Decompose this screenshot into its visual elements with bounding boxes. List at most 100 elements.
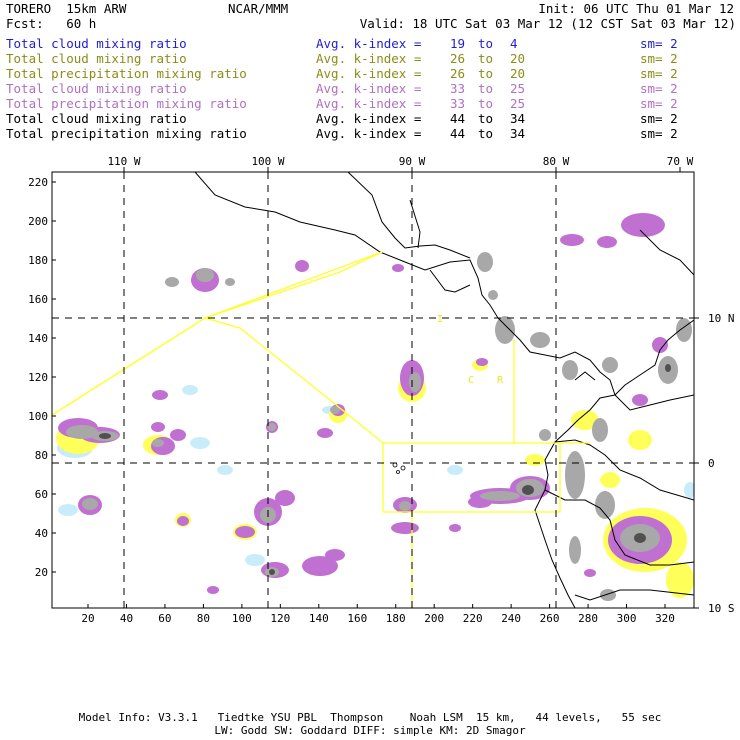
region-letter: I <box>437 314 443 325</box>
legend-from-value: 33 <box>450 81 466 96</box>
legend-from-value: 44 <box>450 126 466 141</box>
x-grid-tick-label: 120 <box>270 612 290 625</box>
gray-patches <box>66 252 692 601</box>
legend-to-word: to <box>478 126 494 141</box>
y-grid-tick-label: 60 <box>35 488 48 501</box>
x-grid-tick-label: 40 <box>120 612 133 625</box>
legend-to-word: to <box>478 111 494 126</box>
legend-to-value: 34 <box>510 111 526 126</box>
x-grid-tick-label: 100 <box>232 612 252 625</box>
axis-labels: 20 40 60 80 100 120 140 160 180 200 220 240 260 280 30… <box>28 155 734 625</box>
x-grid-tick-label: 280 <box>578 612 598 625</box>
legend-smoothing: sm= 2 <box>640 96 678 111</box>
y-grid-tick-label: 140 <box>28 332 48 345</box>
x-grid-tick-label: 300 <box>617 612 637 625</box>
lat-label: 10 N <box>708 312 735 325</box>
region-letter: C <box>468 375 474 386</box>
y-grid-tick-label: 180 <box>28 254 48 267</box>
legend-to-word: to <box>478 81 494 96</box>
forecast-hour: Fcst: 60 h <box>6 16 97 31</box>
islands <box>392 462 406 474</box>
coastlines <box>194 172 694 608</box>
legend-from-value: 26 <box>450 66 466 81</box>
dark-cores <box>99 364 671 575</box>
lat-label: 0 <box>708 457 715 470</box>
legend-index-label: Avg. k-index = <box>316 96 422 111</box>
x-grid-tick-label: 160 <box>347 612 367 625</box>
legend-smoothing: sm= 2 <box>640 81 678 96</box>
legend-smoothing: sm= 2 <box>640 51 678 66</box>
legend-field: Total cloud mixing ratio <box>6 111 187 126</box>
y-grid-tick-label: 80 <box>35 449 48 462</box>
lon-label: 80 W <box>543 155 570 168</box>
lon-label: 70 W <box>667 155 694 168</box>
gridlines <box>52 172 694 608</box>
legend-smoothing: sm= 2 <box>640 126 678 141</box>
legend-field: Total cloud mixing ratio <box>6 81 187 96</box>
y-grid-tick-label: 220 <box>28 176 48 189</box>
legend-index-label: Avg. k-index = <box>316 81 422 96</box>
lon-label: 100 W <box>251 155 284 168</box>
legend-to-value: 20 <box>510 66 526 81</box>
legend-index-label: Avg. k-index = <box>316 66 422 81</box>
legend-index-label: Avg. k-index = <box>316 111 422 126</box>
legend-from-value: 26 <box>450 51 466 66</box>
init-time: Init: 06 UTC Thu 01 Mar 12 <box>538 1 734 16</box>
legend-field: Total cloud mixing ratio <box>6 36 187 51</box>
legend-from-value: 44 <box>450 111 466 126</box>
x-grid-tick-label: 20 <box>81 612 94 625</box>
region-letter: R <box>497 375 504 386</box>
lon-label: 110 W <box>107 155 140 168</box>
legend-to-value: 25 <box>510 96 526 111</box>
model-info-line1: Model Info: V3.3.1 Tiedtke YSU PBL Thomp… <box>78 711 662 724</box>
legend-from-value: 33 <box>450 96 466 111</box>
legend-to-word: to <box>478 36 494 51</box>
legend-field: Total precipitation mixing ratio <box>6 96 247 111</box>
y-grid-tick-label: 160 <box>28 293 48 306</box>
x-grid-tick-label: 180 <box>386 612 406 625</box>
legend-index-label: Avg. k-index = <box>316 36 422 51</box>
legend-index-label: Avg. k-index = <box>316 51 422 66</box>
legend-to-word: to <box>478 51 494 66</box>
legend-field: Total cloud mixing ratio <box>6 51 187 66</box>
purple-patches <box>58 213 672 594</box>
lat-label: 10 S <box>708 602 735 615</box>
low-cloud-patches <box>57 385 694 566</box>
legend-field: Total precipitation mixing ratio <box>6 126 247 141</box>
model-name: TORERO 15km ARW <box>6 1 127 16</box>
cloud-field <box>52 172 694 608</box>
legend-smoothing: sm= 2 <box>640 66 678 81</box>
model-info-line2: LW: Godd SW: Goddard DIFF: simple KM: 2D… <box>214 724 526 737</box>
legend-from-value: 19 <box>450 36 466 51</box>
legend-smoothing: sm= 2 <box>640 111 678 126</box>
valid-time: Valid: 18 UTC Sat 03 Mar 12 (12 CST Sat … <box>359 16 736 31</box>
legend-to-value: 20 <box>510 51 526 66</box>
domain-boundaries <box>52 251 590 608</box>
x-grid-tick-label: 260 <box>540 612 560 625</box>
y-grid-tick-label: 20 <box>35 566 48 579</box>
legend-to-value: 34 <box>510 126 526 141</box>
plot-frame <box>51 171 695 609</box>
y-grid-tick-label: 100 <box>28 410 48 423</box>
lon-label: 90 W <box>399 155 426 168</box>
x-grid-tick-label: 60 <box>158 612 171 625</box>
x-grid-tick-label: 240 <box>501 612 521 625</box>
x-grid-tick-label: 80 <box>197 612 210 625</box>
axis-ticks <box>52 167 699 609</box>
legend-to-value: 4 <box>510 36 518 51</box>
legend-smoothing: sm= 2 <box>640 36 678 51</box>
yellow-patches <box>56 359 694 598</box>
x-grid-tick-label: 200 <box>424 612 444 625</box>
legend-index-label: Avg. k-index = <box>316 126 422 141</box>
x-grid-tick-label: 220 <box>463 612 483 625</box>
legend-field: Total precipitation mixing ratio <box>6 66 247 81</box>
organization: NCAR/MMM <box>228 1 289 16</box>
legend-to-word: to <box>478 66 494 81</box>
legend-to-word: to <box>478 96 494 111</box>
x-grid-tick-label: 140 <box>309 612 329 625</box>
y-grid-tick-label: 40 <box>35 527 48 540</box>
legend-to-value: 25 <box>510 81 526 96</box>
y-grid-tick-label: 200 <box>28 215 48 228</box>
y-grid-tick-label: 120 <box>28 371 48 384</box>
x-grid-tick-label: 320 <box>655 612 675 625</box>
